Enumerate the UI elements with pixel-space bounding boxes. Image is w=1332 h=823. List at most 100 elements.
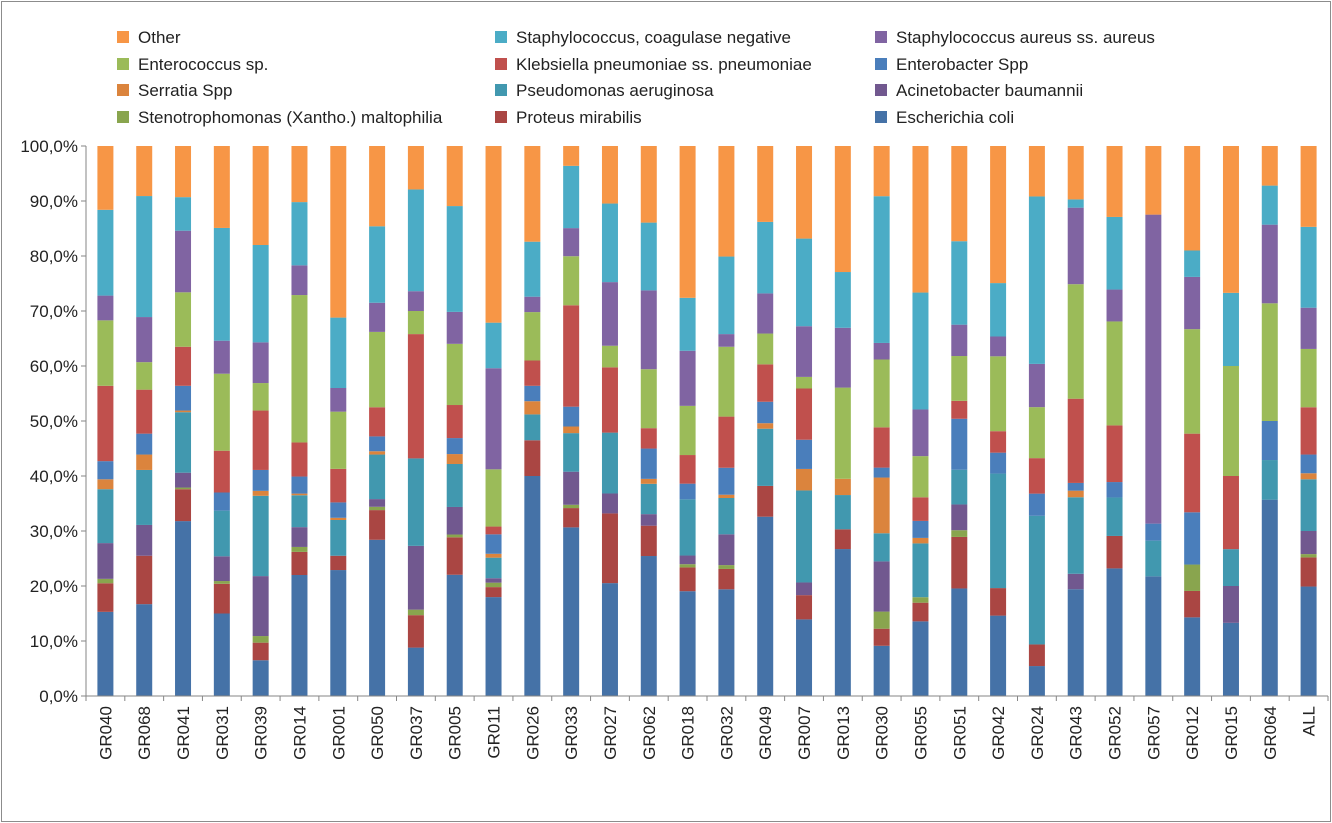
bar-segment-proteus-mirabilis bbox=[1300, 557, 1317, 587]
bar-segment-enterococcus-sp bbox=[1261, 303, 1278, 421]
bar-segment-other bbox=[97, 146, 114, 210]
bar-segment-enterococcus-sp bbox=[1222, 366, 1239, 476]
bar-segment-other bbox=[136, 146, 153, 197]
bar-segment-staphylococcus-coagulase-negative bbox=[951, 241, 968, 325]
bar-segment-enterococcus-sp bbox=[601, 345, 618, 368]
bar-segment-staphylococcus-coagulase-negative bbox=[1028, 196, 1045, 364]
bar-segment-proteus-mirabilis bbox=[175, 489, 192, 522]
bar-segment-staphylococcus-aureus-ss-aureus bbox=[796, 326, 813, 377]
bar-segment-enterococcus-sp bbox=[834, 387, 851, 479]
bar-segment-serratia-spp bbox=[757, 423, 774, 429]
bar-segment-staphylococcus-coagulase-negative bbox=[330, 317, 347, 388]
legend-swatch bbox=[495, 31, 507, 43]
bar-segment-klebsiella-pneumoniae-ss-pneumoniae bbox=[97, 385, 114, 462]
bar-segment-enterococcus-sp bbox=[407, 311, 424, 335]
bar-segment-staphylococcus-coagulase-negative bbox=[718, 256, 735, 335]
bar-segment-acinetobacter-baumannii bbox=[951, 504, 968, 531]
bar-stack-gr031 bbox=[213, 146, 230, 696]
bar-segment-stenotrophomonas-xantho-maltophilia bbox=[446, 534, 463, 538]
x-tick-label: GR032 bbox=[717, 706, 736, 760]
legend-swatch bbox=[875, 111, 887, 123]
bar-segment-klebsiella-pneumoniae-ss-pneumoniae bbox=[330, 468, 347, 503]
bar-segment-enterobacter-spp bbox=[213, 492, 230, 511]
bar-segment-escherichia-coli bbox=[834, 549, 851, 696]
legend-swatch bbox=[117, 58, 129, 70]
bar-segment-escherichia-coli bbox=[97, 611, 114, 696]
bar-segment-escherichia-coli bbox=[951, 588, 968, 696]
bar-stack-gr068 bbox=[136, 146, 153, 696]
bar-segment-enterobacter-spp bbox=[175, 385, 192, 411]
bar-segment-serratia-spp bbox=[252, 490, 269, 496]
bar-segment-enterobacter-spp bbox=[1261, 421, 1278, 461]
bar-segment-pseudomonas-aeruginosa bbox=[485, 557, 502, 579]
bar-segment-staphylococcus-coagulase-negative bbox=[485, 322, 502, 369]
legend-item-enterobacter-spp: Enterobacter Spp bbox=[875, 55, 1028, 74]
bar-segment-staphylococcus-aureus-ss-aureus bbox=[446, 311, 463, 344]
bar-segment-staphylococcus-coagulase-negative bbox=[136, 196, 153, 318]
bar-segment-other bbox=[524, 146, 541, 242]
bar-segment-acinetobacter-baumannii bbox=[718, 534, 735, 566]
bar-stack-gr027 bbox=[601, 146, 618, 696]
bar-segment-serratia-spp bbox=[175, 410, 192, 413]
bar-segment-staphylococcus-aureus-ss-aureus bbox=[291, 265, 308, 296]
bar-segment-staphylococcus-aureus-ss-aureus bbox=[1300, 307, 1317, 349]
bar-segment-other bbox=[330, 146, 347, 318]
bar-segment-proteus-mirabilis bbox=[213, 583, 230, 614]
x-tick-label: GR030 bbox=[873, 706, 892, 760]
x-tick-label: GR011 bbox=[485, 706, 504, 759]
bar-segment-pseudomonas-aeruginosa bbox=[563, 433, 580, 472]
bar-segment-proteus-mirabilis bbox=[718, 568, 735, 590]
bar-segment-serratia-spp bbox=[640, 478, 657, 484]
bar-stack-gr049 bbox=[757, 146, 774, 696]
bar-segment-serratia-spp bbox=[1300, 473, 1317, 480]
legend-item-staphylococcus-coagulase-negative: Staphylococcus, coagulase negative bbox=[495, 28, 791, 47]
bar-segment-acinetobacter-baumannii bbox=[446, 506, 463, 535]
bar-segment-staphylococcus-aureus-ss-aureus bbox=[524, 296, 541, 313]
bar-segment-pseudomonas-aeruginosa bbox=[291, 495, 308, 528]
bar-segment-staphylococcus-aureus-ss-aureus bbox=[1145, 214, 1162, 524]
bar-segment-enterobacter-spp bbox=[291, 476, 308, 494]
bar-segment-enterococcus-sp bbox=[446, 343, 463, 406]
bar-segment-staphylococcus-coagulase-negative bbox=[796, 238, 813, 327]
bar-segment-proteus-mirabilis bbox=[679, 567, 696, 592]
bar-segment-staphylococcus-coagulase-negative bbox=[757, 221, 774, 294]
bar-segment-escherichia-coli bbox=[330, 570, 347, 696]
legend-label: Enterococcus sp. bbox=[138, 55, 268, 74]
bar-segment-enterobacter-spp bbox=[369, 436, 386, 452]
bar-segment-enterococcus-sp bbox=[912, 456, 929, 498]
bar-segment-other bbox=[485, 146, 502, 323]
bar-segment-other bbox=[563, 146, 580, 166]
bar-segment-proteus-mirabilis bbox=[757, 485, 774, 517]
bar-segment-enterobacter-spp bbox=[757, 401, 774, 424]
bar-segment-pseudomonas-aeruginosa bbox=[873, 533, 890, 562]
bar-segment-pseudomonas-aeruginosa bbox=[679, 499, 696, 556]
bar-stack-gr007 bbox=[796, 146, 813, 696]
bar-segment-pseudomonas-aeruginosa bbox=[834, 495, 851, 530]
bar-stack-gr012 bbox=[1184, 146, 1201, 696]
bar-segment-escherichia-coli bbox=[252, 660, 269, 696]
bar-segment-stenotrophomonas-xantho-maltophilia bbox=[97, 578, 114, 584]
bar-segment-enterococcus-sp bbox=[1067, 284, 1084, 399]
bar-segment-enterobacter-spp bbox=[951, 418, 968, 470]
y-tick-label: 90,0% bbox=[30, 192, 78, 211]
bar-segment-staphylococcus-coagulase-negative bbox=[97, 209, 114, 296]
bar-segment-proteus-mirabilis bbox=[1106, 535, 1123, 569]
bar-segment-escherichia-coli bbox=[1222, 622, 1239, 696]
bar-segment-enterococcus-sp bbox=[757, 333, 774, 365]
bar-segment-enterobacter-spp bbox=[330, 502, 347, 518]
bar-segment-acinetobacter-baumannii bbox=[136, 524, 153, 556]
bar-segment-proteus-mirabilis bbox=[563, 508, 580, 528]
bar-segment-acinetobacter-baumannii bbox=[291, 527, 308, 547]
bar-segment-staphylococcus-coagulase-negative bbox=[640, 222, 657, 291]
bar-segment-serratia-spp bbox=[485, 553, 502, 558]
bar-segment-other bbox=[1300, 146, 1317, 227]
bar-segment-escherichia-coli bbox=[291, 575, 308, 696]
bar-segment-staphylococcus-coagulase-negative bbox=[1106, 216, 1123, 290]
bar-segment-stenotrophomonas-xantho-maltophilia bbox=[563, 504, 580, 509]
bar-segment-klebsiella-pneumoniae-ss-pneumoniae bbox=[291, 442, 308, 477]
bar-segment-stenotrophomonas-xantho-maltophilia bbox=[1300, 554, 1317, 558]
bar-segment-escherichia-coli bbox=[757, 516, 774, 696]
bar-segment-serratia-spp bbox=[796, 468, 813, 491]
bar-stack-gr041 bbox=[175, 146, 192, 696]
